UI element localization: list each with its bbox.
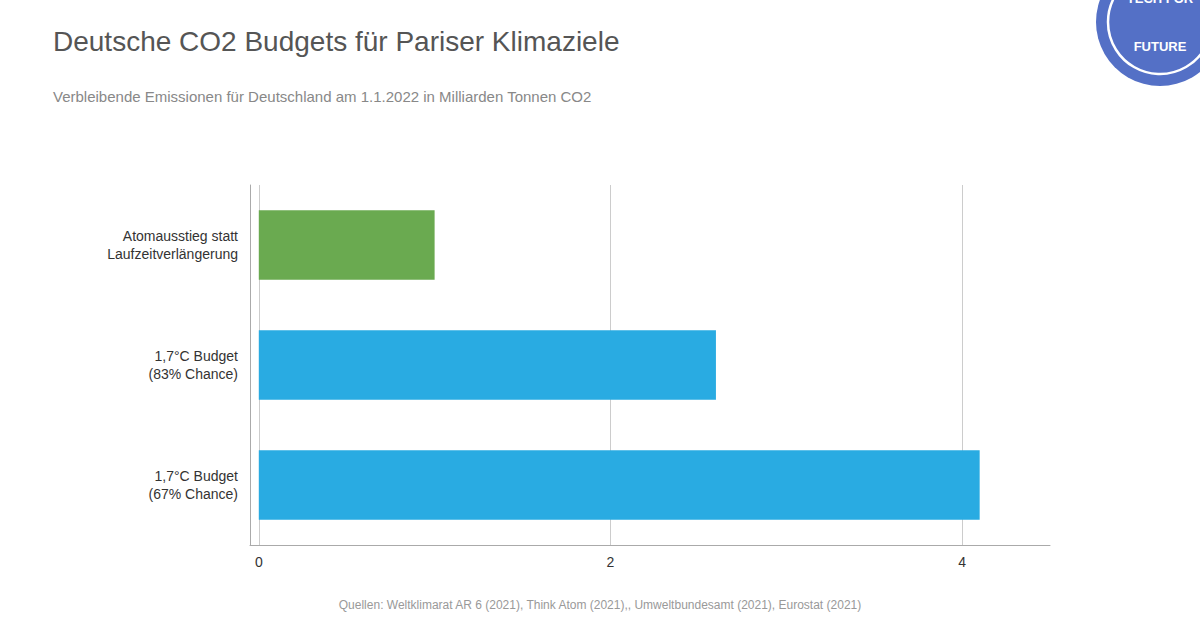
svg-text:Deutsche CO2 Budgets für Paris: Deutsche CO2 Budgets für Pariser Klimazi…	[53, 26, 619, 57]
svg-text:1,7°C Budget: 1,7°C Budget	[155, 348, 239, 364]
svg-text:(83% Chance): (83% Chance)	[149, 366, 239, 382]
svg-text:2: 2	[607, 554, 615, 570]
svg-text:(67% Chance): (67% Chance)	[149, 486, 239, 502]
svg-text:Atomausstieg statt: Atomausstieg statt	[123, 228, 238, 244]
svg-text:Laufzeitverlängerung: Laufzeitverlängerung	[107, 246, 238, 262]
svg-text:1,7°C Budget: 1,7°C Budget	[155, 468, 239, 484]
svg-text:Verbleibende Emissionen für De: Verbleibende Emissionen für Deutschland …	[53, 88, 591, 105]
svg-text:4: 4	[958, 554, 966, 570]
svg-text:TECH FOR: TECH FOR	[1127, 0, 1194, 6]
svg-text:Quellen: Weltklimarat AR 6 (20: Quellen: Weltklimarat AR 6 (2021), Think…	[339, 598, 861, 612]
svg-text:FUTURE: FUTURE	[1134, 39, 1187, 54]
svg-text:0: 0	[255, 554, 263, 570]
